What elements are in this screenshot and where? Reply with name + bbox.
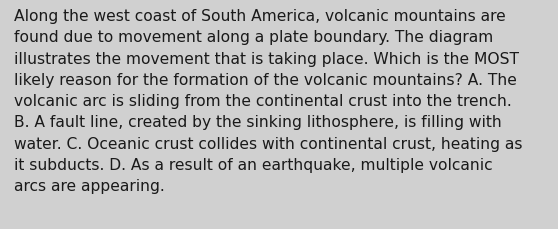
Text: Along the west coast of South America, volcanic mountains are
found due to movem: Along the west coast of South America, v… — [14, 9, 522, 193]
